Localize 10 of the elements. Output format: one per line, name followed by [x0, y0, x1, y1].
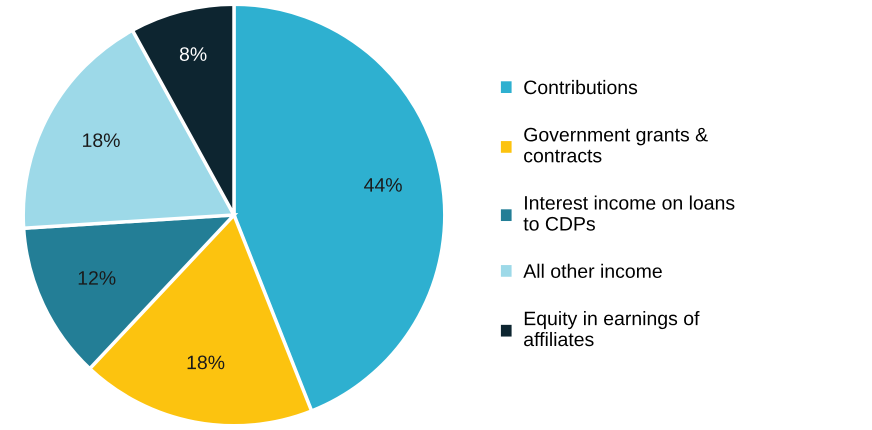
legend-label: Contributions [524, 80, 638, 94]
legend-label: Government grants & contracts [524, 128, 708, 162]
data-label: 44% [364, 178, 402, 192]
data-label: 18% [83, 133, 120, 148]
legend-label: Equity in earnings of affiliates [524, 310, 700, 346]
legend-label: All other income [523, 264, 662, 278]
legend-label: Interest income on loans to CDPs [524, 195, 734, 231]
data-label: 18% [188, 356, 224, 370]
data-label: 8% [180, 47, 206, 61]
data-label: 12% [78, 271, 116, 285]
